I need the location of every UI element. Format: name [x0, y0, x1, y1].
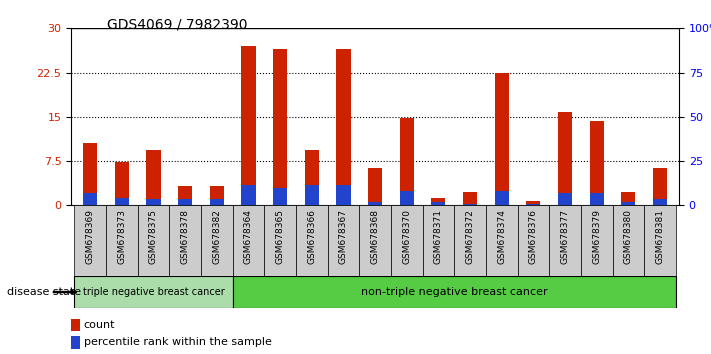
Bar [486, 205, 518, 276]
Text: disease state: disease state [7, 287, 81, 297]
Bar [653, 199, 667, 205]
Bar [644, 205, 676, 276]
Bar [463, 192, 477, 205]
Text: count: count [84, 320, 115, 330]
Bar [232, 205, 264, 276]
Bar [432, 202, 446, 205]
Bar [106, 205, 138, 276]
Bar [612, 205, 644, 276]
Bar [114, 162, 129, 205]
Bar [589, 193, 604, 205]
Text: GSM678371: GSM678371 [434, 209, 443, 264]
Bar [400, 118, 414, 205]
Text: GSM678365: GSM678365 [276, 209, 284, 264]
Bar [495, 73, 509, 205]
Bar [273, 188, 287, 205]
Bar [71, 336, 80, 349]
Bar [114, 198, 129, 205]
Bar [359, 205, 391, 276]
Bar [178, 186, 192, 205]
Bar [368, 168, 383, 205]
Text: GSM678381: GSM678381 [656, 209, 665, 264]
Text: non-triple negative breast cancer: non-triple negative breast cancer [361, 287, 547, 297]
Text: GSM678375: GSM678375 [149, 209, 158, 264]
Bar [169, 205, 201, 276]
Bar [526, 204, 540, 205]
Bar [432, 198, 446, 205]
Bar [653, 168, 667, 205]
Bar [549, 205, 581, 276]
Bar [454, 205, 486, 276]
Bar [146, 150, 161, 205]
Bar [589, 121, 604, 205]
Bar [336, 185, 351, 205]
Bar [178, 199, 192, 205]
Bar [304, 150, 319, 205]
Bar [621, 202, 636, 205]
Text: triple negative breast cancer: triple negative breast cancer [82, 287, 224, 297]
Bar [201, 205, 232, 276]
Bar [146, 199, 161, 205]
Bar [296, 205, 328, 276]
Text: GDS4069 / 7982390: GDS4069 / 7982390 [107, 18, 247, 32]
Text: GSM678380: GSM678380 [624, 209, 633, 264]
Bar [74, 205, 106, 276]
Bar [463, 204, 477, 205]
Text: GSM678373: GSM678373 [117, 209, 127, 264]
Text: GSM678368: GSM678368 [370, 209, 380, 264]
Bar [368, 202, 383, 205]
Bar [71, 319, 80, 331]
Bar [241, 185, 255, 205]
Bar [83, 193, 97, 205]
Text: GSM678369: GSM678369 [85, 209, 95, 264]
Bar [232, 276, 676, 308]
Text: GSM678379: GSM678379 [592, 209, 602, 264]
Bar [74, 276, 232, 308]
Bar [621, 192, 636, 205]
Text: GSM678377: GSM678377 [560, 209, 570, 264]
Bar [138, 205, 169, 276]
Text: GSM678376: GSM678376 [529, 209, 538, 264]
Bar [400, 190, 414, 205]
Bar [264, 205, 296, 276]
Bar [304, 185, 319, 205]
Text: GSM678372: GSM678372 [466, 209, 474, 264]
Bar [558, 193, 572, 205]
Bar [241, 46, 255, 205]
Bar [581, 205, 612, 276]
Text: GSM678364: GSM678364 [244, 209, 253, 264]
Bar [391, 205, 422, 276]
Bar [273, 49, 287, 205]
Text: GSM678366: GSM678366 [307, 209, 316, 264]
Bar [83, 143, 97, 205]
Text: GSM678367: GSM678367 [339, 209, 348, 264]
Bar [518, 205, 549, 276]
Bar [558, 112, 572, 205]
Bar [336, 49, 351, 205]
Text: GSM678382: GSM678382 [213, 209, 221, 264]
Text: percentile rank within the sample: percentile rank within the sample [84, 337, 272, 347]
Bar [495, 190, 509, 205]
Bar [526, 201, 540, 205]
Bar [210, 199, 224, 205]
Text: GSM678374: GSM678374 [497, 209, 506, 264]
Text: GSM678370: GSM678370 [402, 209, 411, 264]
Bar [210, 186, 224, 205]
Bar [328, 205, 359, 276]
Bar [422, 205, 454, 276]
Text: GSM678378: GSM678378 [181, 209, 190, 264]
